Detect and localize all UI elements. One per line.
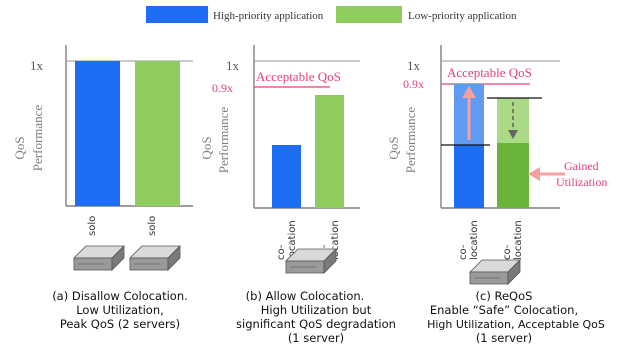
legend-low-swatch bbox=[336, 6, 402, 23]
panel-b-server-icon bbox=[285, 248, 337, 274]
panel-b-bar-label-1-line-1: co- bbox=[276, 244, 287, 260]
panel-b-ylabel-performance: Performance bbox=[216, 107, 231, 174]
panel-c-low-down-arrowhead bbox=[508, 130, 518, 139]
panel-a-tick-1x: 1x bbox=[30, 58, 44, 73]
panel-c-bar-label-1: co- location bbox=[458, 220, 480, 260]
panel-c: QoS Performance 1x 0.9x Acceptable QoS G… bbox=[386, 45, 607, 345]
panel-b-ylabel-qos: QoS bbox=[199, 136, 214, 159]
panel-a: QoS Performance 1x solo solo (a) Disallo… bbox=[12, 45, 193, 331]
panel-b-bar-high bbox=[272, 145, 301, 208]
panel-c-gained-label-line-2: Utilization bbox=[556, 175, 607, 189]
legend-high-label: High-priority application bbox=[213, 10, 324, 22]
panel-a-server-2-icon bbox=[129, 245, 181, 271]
panel-b-caption-line-2: High Utilization but bbox=[261, 303, 372, 317]
panel-c-tick-1x: 1x bbox=[407, 58, 421, 73]
panel-b-caption-line-3: significant QoS degradation bbox=[236, 317, 396, 331]
panel-c-bar-label-1-line-2: location bbox=[469, 220, 480, 260]
panel-a-ylabel-qos: QoS bbox=[12, 136, 27, 159]
panel-b: QoS Performance 1x 0.9x Acceptable QoS c… bbox=[199, 45, 396, 345]
panel-b-tick-1x: 1x bbox=[226, 58, 240, 73]
panel-c-ylabel-performance: Performance bbox=[403, 107, 418, 174]
panel-b-caption-line-1: (b) Allow Colocation. bbox=[246, 289, 365, 303]
panel-c-gained-label-line-1: Gained bbox=[564, 159, 599, 173]
panel-a-bar-high bbox=[75, 61, 120, 206]
panel-c-bar-high-base bbox=[454, 145, 484, 208]
panel-a-caption-line-3: Peak QoS (2 servers) bbox=[60, 317, 180, 331]
panel-b-bar-label-1-line-2: location bbox=[287, 220, 298, 260]
panel-c-qos-up-arrowhead bbox=[462, 86, 476, 98]
panel-b-caption-line-4: (1 server) bbox=[288, 331, 344, 345]
panel-c-bar-low-base bbox=[497, 143, 529, 208]
panel-b-tick-09x: 0.9x bbox=[212, 81, 233, 95]
panel-a-bar-label-1: solo bbox=[87, 216, 98, 236]
panel-a-bar-label-2: solo bbox=[147, 216, 158, 236]
panel-a-ylabel-performance: Performance bbox=[30, 105, 45, 172]
panel-a-caption-line-1: (a) Disallow Colocation. bbox=[52, 289, 188, 303]
panel-c-tick-09x: 0.9x bbox=[403, 77, 424, 91]
panel-c-caption-line-4: (1 server) bbox=[476, 331, 532, 345]
panel-c-bar-label-2: co- location bbox=[502, 220, 524, 260]
panel-c-caption-line-1: (c) ReQoS bbox=[476, 289, 533, 303]
panel-c-gained-arrowhead bbox=[528, 167, 540, 181]
panel-b-acceptable-qos: Acceptable QoS bbox=[256, 69, 341, 84]
panel-a-server-1-icon bbox=[73, 245, 125, 271]
legend-high-swatch bbox=[146, 6, 208, 23]
panel-b-bar-label-1: co- location bbox=[276, 220, 298, 260]
panel-c-ylabel-qos: QoS bbox=[386, 136, 401, 159]
legend-low-label: Low-priority application bbox=[408, 10, 517, 22]
panel-c-bar-label-2-line-2: location bbox=[513, 220, 524, 260]
panel-a-bar-low bbox=[135, 61, 180, 206]
panel-c-caption-line-3: High Utilization, Acceptable QoS bbox=[427, 318, 605, 331]
panel-c-acceptable-qos: Acceptable QoS bbox=[447, 65, 532, 80]
panel-c-server-icon bbox=[469, 259, 521, 285]
panel-c-caption-line-2: Enable “Safe” Colocation, bbox=[430, 303, 578, 317]
panel-b-bar-label-2-line-2: location bbox=[330, 220, 341, 260]
legend: High-priority application Low-priority a… bbox=[146, 6, 517, 23]
panel-c-bar-label-2-line-1: co- bbox=[502, 244, 513, 260]
panel-b-bar-low bbox=[315, 95, 344, 208]
panel-a-caption-line-2: Low Utilization, bbox=[76, 303, 164, 317]
panel-c-bar-label-1-line-1: co- bbox=[458, 244, 469, 260]
